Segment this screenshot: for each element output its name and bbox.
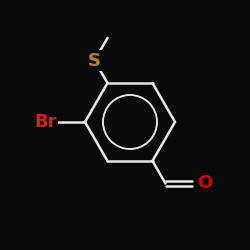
Text: Br: Br (34, 113, 56, 131)
Text: O: O (198, 174, 213, 192)
Text: S: S (88, 52, 101, 70)
